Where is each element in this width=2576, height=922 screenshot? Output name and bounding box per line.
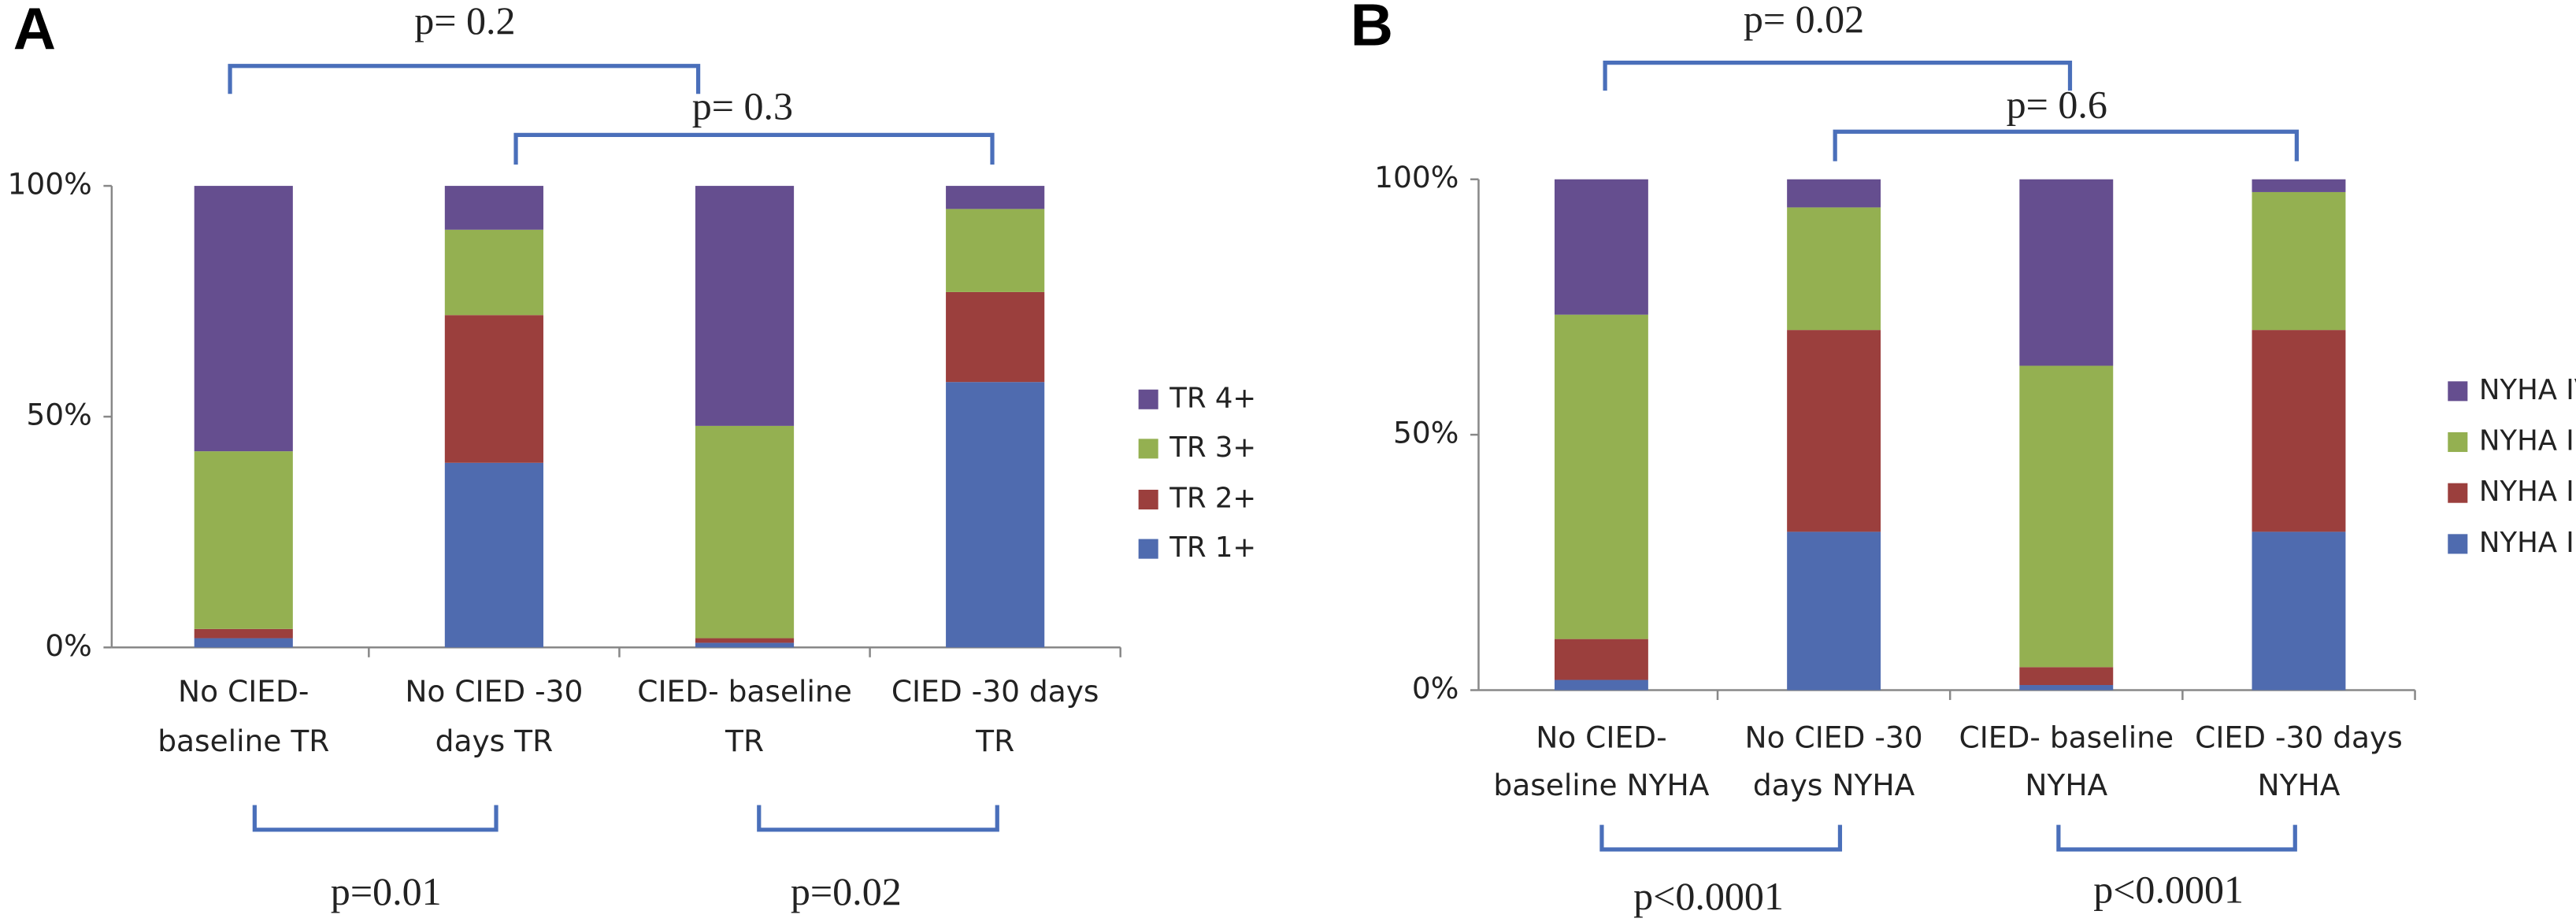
bracket [1599,824,1843,852]
legend-label: NYHA II [2479,476,2576,508]
bar-segment [946,209,1045,292]
bar-segment [194,628,293,639]
x-tick-label: TR [975,724,1014,758]
bar-segment [695,186,795,426]
x-tick-label: baseline TR [158,724,329,758]
x-tick-label: No CIED -30 [1745,720,1923,755]
bar-segment [1554,639,1648,680]
legend-label: NYHA III [2479,425,2576,457]
p-value: p=0.02 [791,869,902,913]
y-tick-label: 0% [45,628,92,663]
x-tick-label: No CIED- [1536,720,1666,755]
panel-label: A [13,0,56,61]
x-tick-label: NYHA [2258,768,2341,802]
x-tick-label: NYHA [2025,768,2107,802]
bar-segment [1554,679,1648,691]
bar-segment [946,186,1045,209]
bracket [1603,61,2073,91]
x-tick-label: CIED- baseline [637,674,852,709]
bar-segment [1787,207,1881,331]
bar-segment [2252,330,2346,532]
legend-label: TR 2+ [1169,483,1256,515]
bar-segment [2252,179,2346,192]
x-tick-label: days TR [436,724,554,758]
legend-swatch [2448,483,2468,503]
bracket [513,132,995,165]
x-tick-label: No CIED- [178,674,309,709]
bar-segment [1554,179,1648,315]
bar-segment [695,638,795,643]
legend-label: NYHA IV [2479,374,2576,406]
bar-segment [1787,330,1881,532]
legend-swatch [1138,490,1158,510]
legend-swatch [1138,539,1158,559]
bar-segment [946,291,1045,383]
x-tick-label: CIED -30 days [891,674,1099,709]
bracket [2056,824,2297,852]
p-value: p= 0.2 [414,0,515,43]
p-value: p<0.0001 [1633,874,1784,918]
x-tick-label: CIED- baseline [1959,720,2174,755]
p-value: p= 0.3 [692,84,793,128]
bar-segment [194,638,293,648]
bar-segment [2019,179,2114,366]
legend-swatch [2448,431,2468,453]
legend-swatch [2448,534,2468,554]
legend-swatch [1138,439,1158,459]
bar-segment [444,229,543,316]
bracket [252,805,499,832]
bar-segment [695,425,795,639]
bar-segment [695,642,795,648]
bar-segment [444,186,543,230]
legend-swatch [2448,381,2468,402]
bracket [1833,129,2299,161]
bar-segment [444,315,543,463]
x-tick-label: CIED -30 days [2195,720,2403,755]
bar-segment [2252,191,2346,331]
bar-segment [2252,531,2346,691]
x-tick-label: days NYHA [1753,768,1915,802]
bar-segment [2019,667,2114,686]
p-value: p=0.01 [331,869,442,913]
bar-segment [1554,314,1648,639]
bracket [757,805,999,832]
x-tick-label: TR [725,724,764,758]
y-tick-label: 100% [1374,160,1458,194]
bar-segment [1787,531,1881,691]
y-tick-label: 100% [8,167,92,202]
bracket [228,64,701,94]
legend-label: TR 4+ [1169,382,1256,414]
p-value: p= 0.6 [2007,83,2107,127]
x-tick-label: No CIED -30 [405,674,583,709]
y-tick-label: 50% [26,398,91,432]
bar-segment [946,382,1045,648]
bar-segment [444,462,543,648]
legend-label: TR 1+ [1169,531,1256,564]
x-tick-label: baseline NYHA [1493,768,1709,802]
y-tick-label: 50% [1393,416,1458,450]
p-value: p= 0.02 [1744,0,1864,41]
panel-label: B [1351,0,1393,58]
bar-segment [194,186,293,452]
legend-label: NYHA I [2479,527,2574,559]
y-tick-label: 0% [1412,671,1459,705]
bar-segment [2019,685,2114,691]
bar-segment [194,451,293,629]
legend-label: TR 3+ [1169,431,1256,464]
bar-segment [2019,365,2114,668]
legend-swatch [1138,389,1158,409]
p-value: p<0.0001 [2093,868,2244,912]
bar-segment [1787,179,1881,208]
